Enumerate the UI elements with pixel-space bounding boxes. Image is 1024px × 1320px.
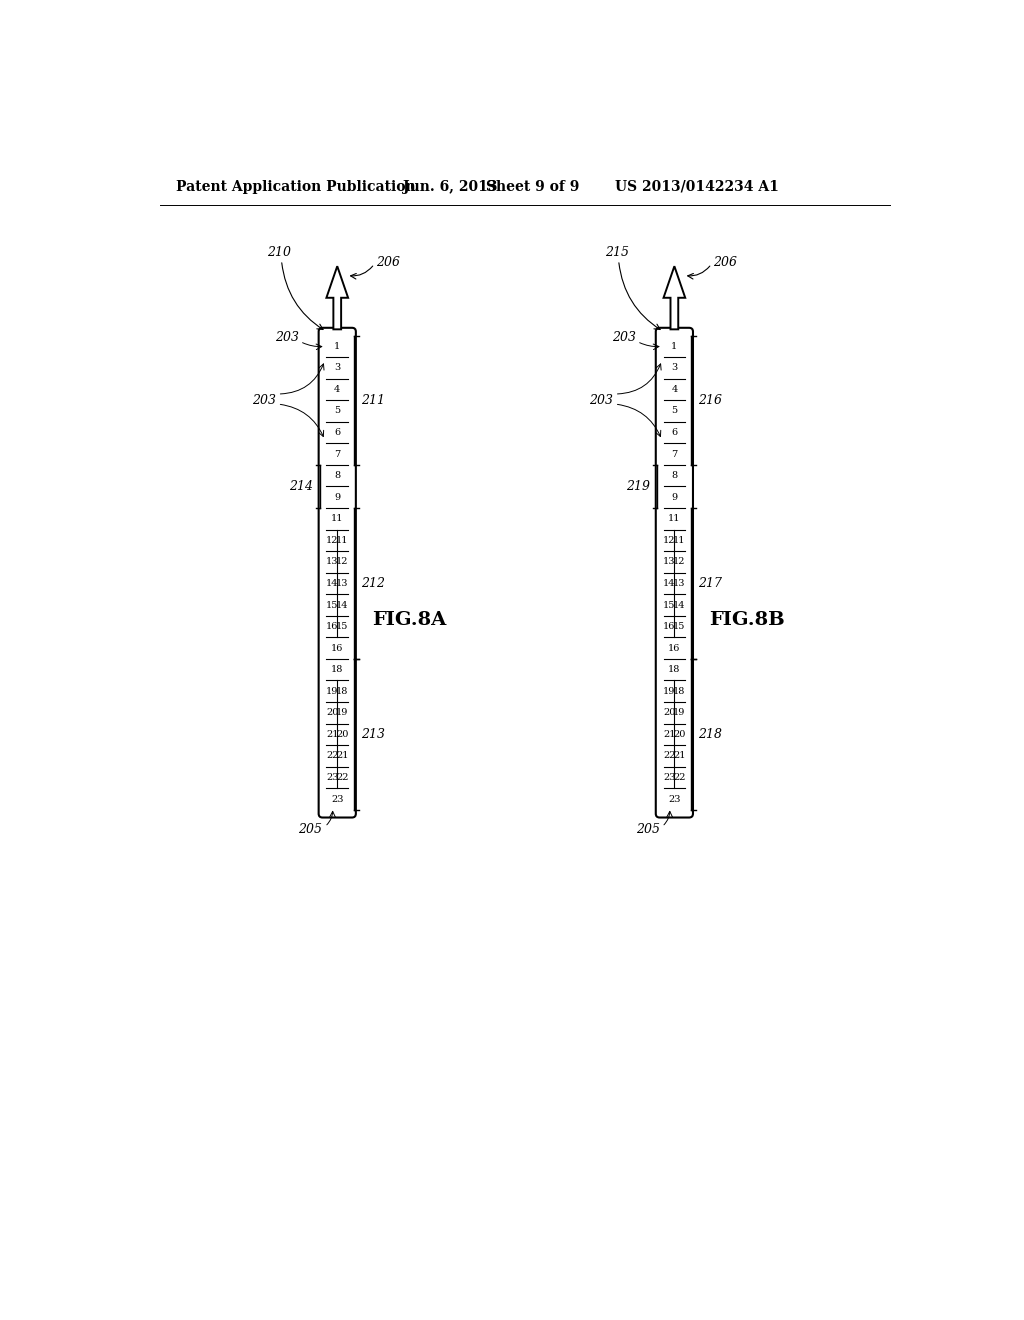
Text: 15: 15 — [336, 622, 348, 631]
Text: 15: 15 — [326, 601, 339, 610]
Text: 21: 21 — [336, 751, 348, 760]
Text: 6: 6 — [334, 428, 340, 437]
Text: 13: 13 — [673, 579, 686, 587]
Text: 14: 14 — [336, 601, 348, 610]
Text: 11: 11 — [331, 515, 343, 523]
Text: 5: 5 — [672, 407, 678, 416]
Text: 4: 4 — [672, 385, 678, 393]
Text: FIG.8B: FIG.8B — [710, 611, 785, 630]
Text: 16: 16 — [664, 622, 676, 631]
Text: 11: 11 — [668, 515, 681, 523]
Text: 7: 7 — [672, 450, 678, 458]
Text: 216: 216 — [698, 393, 722, 407]
Text: 16: 16 — [326, 622, 339, 631]
Text: 15: 15 — [673, 622, 685, 631]
Text: 206: 206 — [713, 256, 737, 269]
Text: 14: 14 — [664, 579, 676, 587]
Text: 20: 20 — [664, 709, 676, 717]
Text: 23: 23 — [331, 795, 343, 804]
Text: 12: 12 — [336, 557, 348, 566]
Text: 18: 18 — [336, 686, 348, 696]
Text: 22: 22 — [326, 751, 339, 760]
Text: 20: 20 — [673, 730, 685, 739]
Text: 3: 3 — [334, 363, 340, 372]
Polygon shape — [664, 267, 685, 330]
Text: 7: 7 — [334, 450, 340, 458]
Text: 19: 19 — [326, 686, 339, 696]
Text: 14: 14 — [673, 601, 686, 610]
Text: US 2013/0142234 A1: US 2013/0142234 A1 — [614, 180, 778, 194]
Text: 203: 203 — [612, 331, 636, 345]
Text: 13: 13 — [336, 579, 348, 587]
Text: 212: 212 — [361, 577, 385, 590]
Text: Sheet 9 of 9: Sheet 9 of 9 — [486, 180, 580, 194]
Text: 219: 219 — [627, 480, 650, 492]
Text: 1: 1 — [672, 342, 678, 351]
Text: 22: 22 — [336, 774, 348, 781]
Text: Patent Application Publication: Patent Application Publication — [176, 180, 416, 194]
Text: 9: 9 — [334, 492, 340, 502]
Text: 3: 3 — [672, 363, 678, 372]
Text: 8: 8 — [334, 471, 340, 480]
Text: 21: 21 — [673, 751, 686, 760]
Text: 14: 14 — [326, 579, 339, 587]
Text: 8: 8 — [672, 471, 678, 480]
Text: 23: 23 — [668, 795, 681, 804]
Text: 19: 19 — [336, 709, 348, 717]
FancyBboxPatch shape — [318, 327, 356, 817]
Text: 19: 19 — [673, 709, 685, 717]
Text: 22: 22 — [673, 774, 686, 781]
Text: 15: 15 — [664, 601, 676, 610]
Polygon shape — [327, 267, 348, 330]
Text: 12: 12 — [326, 536, 339, 545]
Text: 4: 4 — [334, 385, 340, 393]
Text: 218: 218 — [698, 727, 722, 741]
Text: 12: 12 — [664, 536, 676, 545]
Text: 23: 23 — [326, 774, 339, 781]
Text: 217: 217 — [698, 577, 722, 590]
FancyBboxPatch shape — [655, 327, 693, 817]
Text: 206: 206 — [376, 256, 400, 269]
Text: 19: 19 — [664, 686, 676, 696]
Text: 16: 16 — [331, 644, 343, 652]
Text: 18: 18 — [331, 665, 343, 675]
Text: 22: 22 — [664, 751, 676, 760]
Text: 11: 11 — [336, 536, 348, 545]
Text: FIG.8A: FIG.8A — [372, 611, 446, 630]
Text: 205: 205 — [636, 822, 659, 836]
Text: 21: 21 — [664, 730, 676, 739]
Text: 18: 18 — [673, 686, 685, 696]
Text: 6: 6 — [672, 428, 678, 437]
Text: 213: 213 — [361, 727, 385, 741]
Text: 214: 214 — [289, 480, 313, 492]
Text: 13: 13 — [326, 557, 339, 566]
Text: 13: 13 — [664, 557, 676, 566]
Text: 9: 9 — [672, 492, 678, 502]
Text: 23: 23 — [664, 774, 676, 781]
Text: 203: 203 — [589, 393, 613, 407]
Text: 11: 11 — [673, 536, 686, 545]
Text: 21: 21 — [326, 730, 339, 739]
Text: 210: 210 — [267, 246, 292, 259]
Text: 12: 12 — [673, 557, 686, 566]
Text: 203: 203 — [252, 393, 276, 407]
Text: 20: 20 — [336, 730, 348, 739]
Text: 18: 18 — [669, 665, 681, 675]
Text: 205: 205 — [299, 822, 323, 836]
Text: 203: 203 — [275, 331, 299, 345]
Text: Jun. 6, 2013: Jun. 6, 2013 — [403, 180, 498, 194]
Text: 16: 16 — [669, 644, 681, 652]
Text: 20: 20 — [326, 709, 339, 717]
Text: 211: 211 — [361, 393, 385, 407]
Text: 1: 1 — [334, 342, 340, 351]
Text: 215: 215 — [604, 246, 629, 259]
Text: 5: 5 — [334, 407, 340, 416]
